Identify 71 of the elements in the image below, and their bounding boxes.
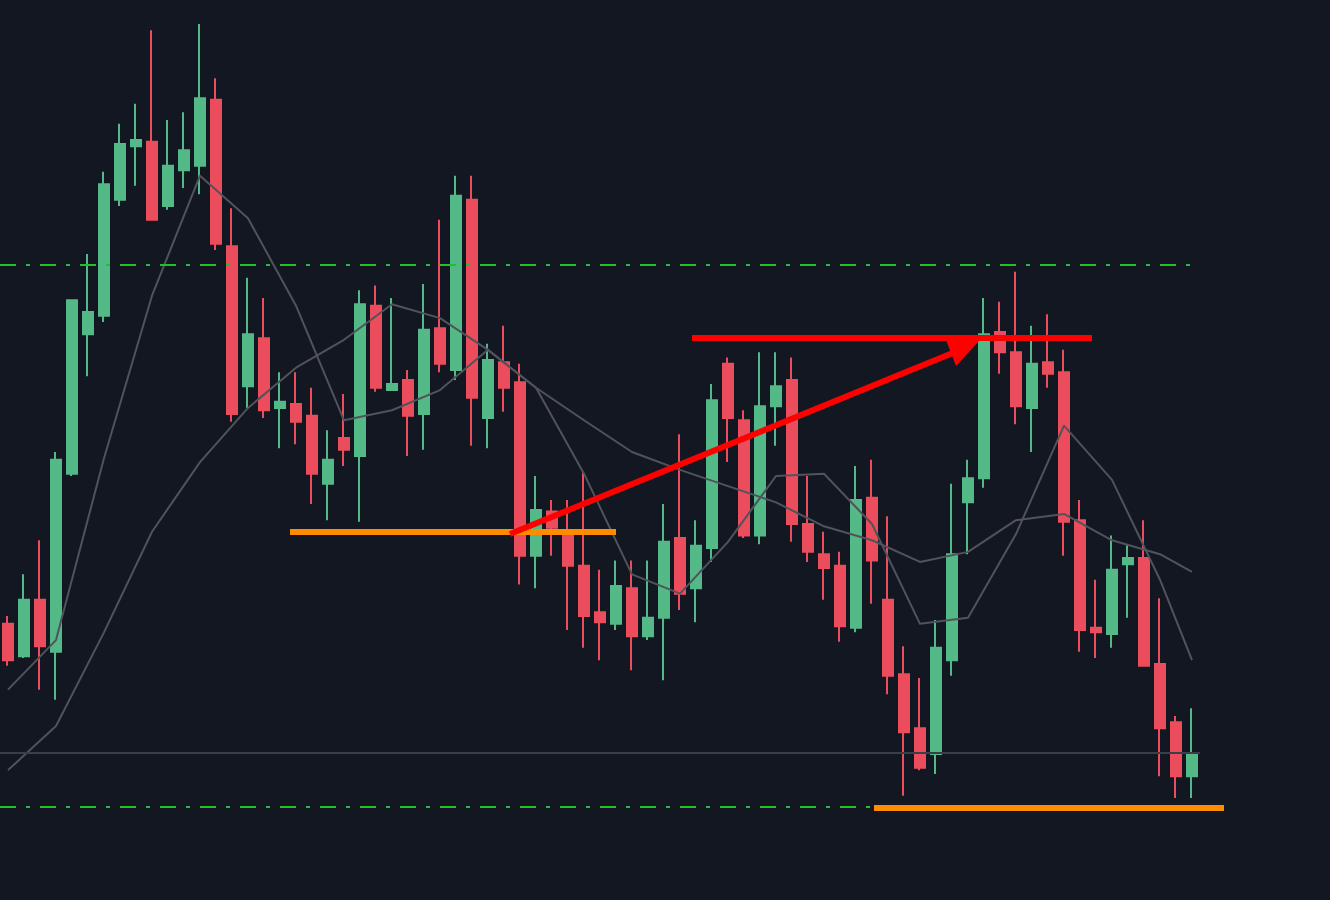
candlestick [1058,348,1070,557]
candlestick [18,573,30,659]
candlestick [402,368,414,457]
candlestick [418,283,430,451]
candlestick [642,559,654,642]
candlestick [786,356,798,543]
candlestick [1042,313,1054,389]
candlestick [690,519,702,624]
candlestick [386,297,398,392]
candlestick [866,458,878,605]
candlestick [610,559,622,632]
candlestick [1138,519,1150,667]
candlestick [882,515,894,696]
candlestick [1026,324,1038,454]
candlestick [1122,543,1134,619]
candlestick [898,645,910,797]
candlestick [802,475,814,563]
candlestick [722,356,734,464]
candlestick [482,342,494,450]
candlestick [658,502,670,682]
candlestick [962,458,974,556]
candlestick [290,371,302,446]
candlestick [178,111,190,190]
candlestick [514,362,526,586]
candlestick [50,451,62,701]
candlestick [114,122,126,207]
candlestick [354,289,366,523]
candlestick [66,299,78,478]
candlestick [258,297,270,419]
candlestick [98,170,110,323]
candlestick [1106,534,1118,649]
candlestick [226,207,238,423]
candlestick [34,539,46,691]
candlestick [626,559,638,672]
candlestick [1186,707,1198,799]
candlestick [946,482,958,677]
candlestick [850,464,862,634]
candlestick [450,174,462,382]
candlestick [594,568,606,662]
candlestick [562,499,574,632]
candlestick [146,29,158,221]
candlestick [498,324,510,413]
candlestick [706,382,718,563]
candlestick [466,174,478,447]
candlestick [322,429,334,522]
candlestick [1074,499,1086,653]
candlestick [2,615,14,667]
candlestick [930,618,942,776]
candlestick [130,102,142,187]
candlestick [306,386,318,505]
candlestick [914,677,926,772]
candlestick [1010,270,1022,426]
candlestick [162,118,174,211]
candlestick [1090,578,1102,659]
candlestick [274,371,286,450]
candlestick [242,276,254,409]
candlestick [578,471,590,649]
candlestick [674,433,686,611]
candlestick [754,351,766,546]
candlestick [834,550,846,643]
candlestick [1154,597,1166,778]
candlestick [370,284,382,393]
candlestick [338,392,350,467]
candlestick [194,23,206,196]
candlestick [434,218,446,374]
candlestick [1170,714,1182,799]
candlestick [818,530,830,601]
candlestick [82,252,94,378]
candlestick [770,351,782,447]
candlestick [210,77,222,252]
candlestick [978,297,990,489]
